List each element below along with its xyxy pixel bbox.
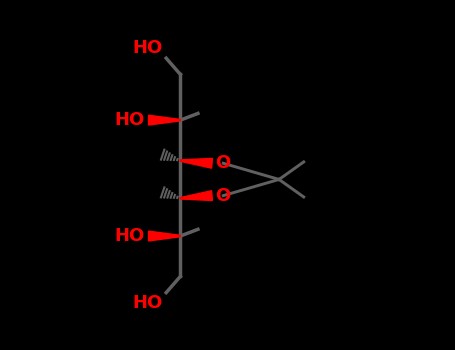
Text: HO: HO [115, 111, 145, 129]
Polygon shape [148, 115, 180, 125]
Text: HO: HO [132, 294, 163, 312]
Text: HO: HO [115, 227, 145, 245]
Text: HO: HO [132, 39, 163, 57]
Polygon shape [180, 191, 212, 201]
Text: O: O [216, 154, 231, 172]
Polygon shape [148, 231, 180, 241]
Polygon shape [180, 159, 212, 168]
Text: O: O [216, 187, 231, 205]
